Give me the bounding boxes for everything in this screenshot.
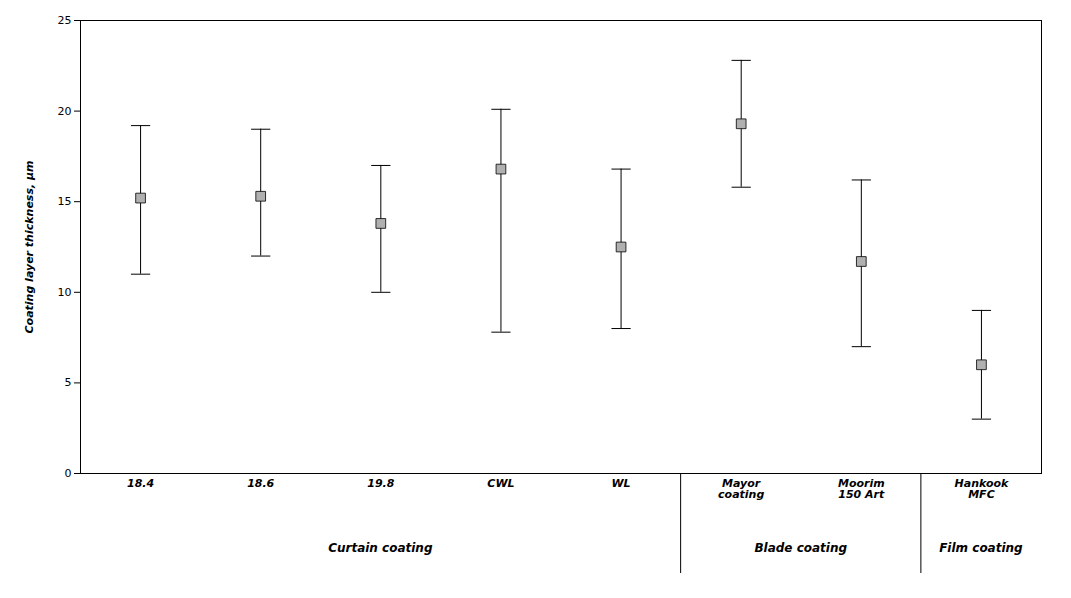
svg-text:Mayorcoating: Mayorcoating (718, 477, 764, 501)
svg-text:19.8: 19.8 (367, 477, 394, 490)
svg-text:20: 20 (58, 105, 72, 118)
svg-text:0: 0 (65, 467, 72, 480)
svg-text:Curtain coating: Curtain coating (328, 541, 433, 555)
svg-text:Film coating: Film coating (939, 541, 1023, 555)
svg-text:18.4: 18.4 (127, 477, 154, 490)
svg-text:10: 10 (58, 286, 72, 299)
svg-text:Coating layer thickness, μm: Coating layer thickness, μm (23, 160, 36, 333)
svg-text:Blade coating: Blade coating (754, 541, 847, 555)
svg-text:CWL: CWL (487, 477, 514, 490)
svg-text:25: 25 (58, 14, 72, 27)
svg-text:HankookMFC: HankookMFC (955, 477, 1009, 501)
svg-text:Moorim150 Art: Moorim150 Art (838, 477, 885, 501)
svg-text:WL: WL (611, 477, 630, 490)
svg-text:5: 5 (65, 376, 72, 389)
svg-text:15: 15 (58, 195, 72, 208)
svg-text:18.6: 18.6 (247, 477, 274, 490)
